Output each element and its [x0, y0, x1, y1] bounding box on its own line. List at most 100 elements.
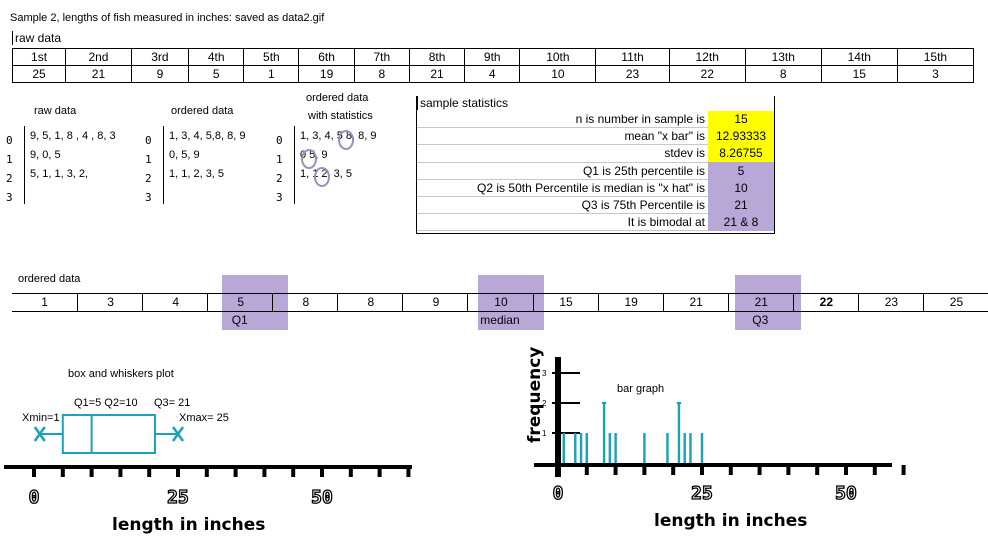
stat-value: 10: [708, 179, 774, 197]
bar: [683, 433, 686, 463]
bar-graph-y-tick-label: 3: [542, 369, 547, 378]
boxplot-axis-tick: [32, 467, 36, 477]
stemplot-with-stats-title: ordered data: [306, 92, 369, 104]
raw-value-cell: 9: [130, 65, 190, 83]
raw-value-cell: 15: [820, 65, 898, 83]
stat-row: n is number in sample is 15: [417, 111, 774, 129]
bar-graph-x-tick: [584, 465, 589, 475]
sample-statistics-table: n is number in sample is 15 mean "x bar" i…: [417, 111, 774, 232]
bar-graph-x-tick: [728, 465, 733, 475]
stem-leaves: 1, 1, 2, 3, 5: [169, 168, 225, 180]
bar-graph-x-tick-label: 0: [553, 483, 564, 504]
stemplot-ordered-title: ordered data: [171, 105, 234, 117]
raw-value-cell: 21: [408, 65, 466, 83]
raw-position-cell: 5th: [243, 48, 300, 66]
boxplot-max-marker: [171, 426, 185, 442]
stat-row: Q1 is 25th percentile is 5: [417, 162, 774, 180]
bar-graph-x-tick: [642, 465, 647, 475]
box-whisker-plot: box and whiskers plot Q1=5 Q2=10 Q3= 21 …: [4, 368, 412, 535]
ordered-value-cell: 8: [272, 293, 338, 311]
bar: [602, 403, 606, 463]
stem-value: 3: [6, 191, 13, 204]
ordered-value-cell: 21: [727, 293, 794, 311]
ordered-value-cell: 19: [597, 293, 664, 311]
stat-label: Q3 is 75th Percentile is: [417, 196, 708, 215]
bar-graph-y-tick-label: 1: [542, 429, 547, 438]
stat-row: It is bimodal at 21 & 8: [417, 213, 774, 232]
raw-data-label: raw data: [12, 31, 61, 45]
boxplot-axis-tick-label: 0: [29, 487, 40, 508]
boxplot-xmax-label: Xmax= 25: [179, 412, 229, 424]
ordered-value-cell: 8: [337, 293, 403, 311]
boxplot-axis-tick-label: 25: [167, 487, 189, 508]
raw-position-cell: 1st: [11, 48, 67, 66]
ordered-data-label: ordered data: [18, 273, 81, 285]
raw-position-cell: 10th: [519, 48, 597, 66]
boxplot-axis-tick: [147, 467, 152, 477]
stat-label: Q2 is 50th Percentile is median is "x ha…: [417, 179, 708, 197]
stemplot-with-stats-subtitle: with statistics: [308, 110, 373, 122]
boxplot-axis-tick: [377, 467, 382, 477]
q1-highlight: [222, 275, 288, 330]
raw-position-cell: 15th: [896, 48, 975, 66]
raw-position-cell: 6th: [298, 48, 355, 66]
raw-value-cell: 8: [353, 65, 410, 83]
raw-value-cell: 3: [896, 65, 975, 83]
stem-value: 2: [6, 172, 13, 185]
boxplot-axis-tick: [406, 467, 411, 477]
stem-value: 3: [145, 191, 152, 204]
stem-value: 3: [276, 191, 283, 204]
stat-label: stdev is: [417, 144, 708, 163]
stat-label: It is bimodal at: [417, 213, 708, 232]
bar: [579, 433, 583, 463]
bar-graph-x-tick: [844, 465, 848, 475]
boxplot-axis-tick: [176, 467, 180, 477]
stemplot-raw: raw data 0 9, 5, 1, 8 , 4 , 8, 3 1 9, 0, 5 2…: [4, 100, 144, 210]
statistic-circle: [338, 130, 354, 150]
bar-graph-title: bar graph: [617, 383, 664, 395]
stat-value: 21: [708, 196, 774, 214]
raw-position-cell: 3rd: [130, 48, 190, 66]
boxplot-xmin-label: Xmin=1: [22, 412, 60, 424]
bar: [608, 433, 612, 463]
bar-graph-x-tick: [613, 465, 618, 475]
stat-value: 8.26755: [708, 144, 774, 163]
ordered-value-cell: 23: [857, 293, 924, 311]
bar: [677, 403, 681, 463]
bar-graph-x-tick: [700, 465, 704, 475]
raw-data-table: 1st 2nd 3rd 4th 5th 6th 7th 8th 9th 10th 11th 12th 1…: [11, 48, 975, 83]
raw-position-cell: 8th: [408, 48, 466, 66]
stemplot-ordered: ordered data 0 1, 3, 4, 5,8, 8, 9 1 0, 5, 9…: [143, 100, 283, 210]
bar-cap: [601, 402, 607, 404]
ordered-value-cell: 25: [922, 293, 988, 311]
boxplot-axis-tick: [320, 467, 324, 477]
q3-highlight: [735, 275, 801, 330]
boxplot-q1q2-label: Q1=5 Q2=10: [74, 397, 138, 409]
stat-label: n is number in sample is: [417, 111, 708, 129]
raw-value-cell: 10: [519, 65, 597, 83]
stat-row: Q3 is 75th Percentile is 21: [417, 196, 774, 215]
page-title: Sample 2, lengths of fish measured in in…: [10, 12, 325, 24]
bar-graph-x-tick-label: 50: [835, 483, 857, 504]
stat-label: Q1 is 25th percentile is: [417, 162, 708, 180]
boxplot-axis-tick: [233, 467, 238, 477]
stem-value: 0: [276, 134, 283, 147]
statistic-circle: [314, 167, 330, 187]
sample-statistics-title: sample statistics: [417, 96, 508, 110]
raw-position-cell: 2nd: [65, 48, 132, 66]
bar: [562, 433, 565, 463]
raw-position-cell: 13th: [744, 48, 822, 66]
stem-leaves: 1, 3, 4, 5,8, 8, 9: [169, 130, 246, 142]
bar-graph-x-tick: [901, 465, 906, 475]
bar-graph-x-tick: [815, 465, 820, 475]
stem-value: 0: [145, 134, 152, 147]
raw-value-cell: 19: [298, 65, 355, 83]
stat-value: 15: [708, 111, 774, 128]
sample-statistics-box: sample statistics n is number in sample …: [416, 96, 775, 234]
stemplot-raw-title: raw data: [34, 105, 77, 117]
boxplot-axis-tick: [60, 467, 65, 477]
stat-value: 12.93333: [708, 127, 774, 145]
raw-positions-row: 1st 2nd 3rd 4th 5th 6th 7th 8th 9th 10th 11th 12th 1…: [11, 48, 975, 66]
bar-graph-x-tick: [757, 465, 762, 475]
stem-leaves: 9, 5, 1, 8 , 4 , 8, 3: [30, 130, 116, 142]
